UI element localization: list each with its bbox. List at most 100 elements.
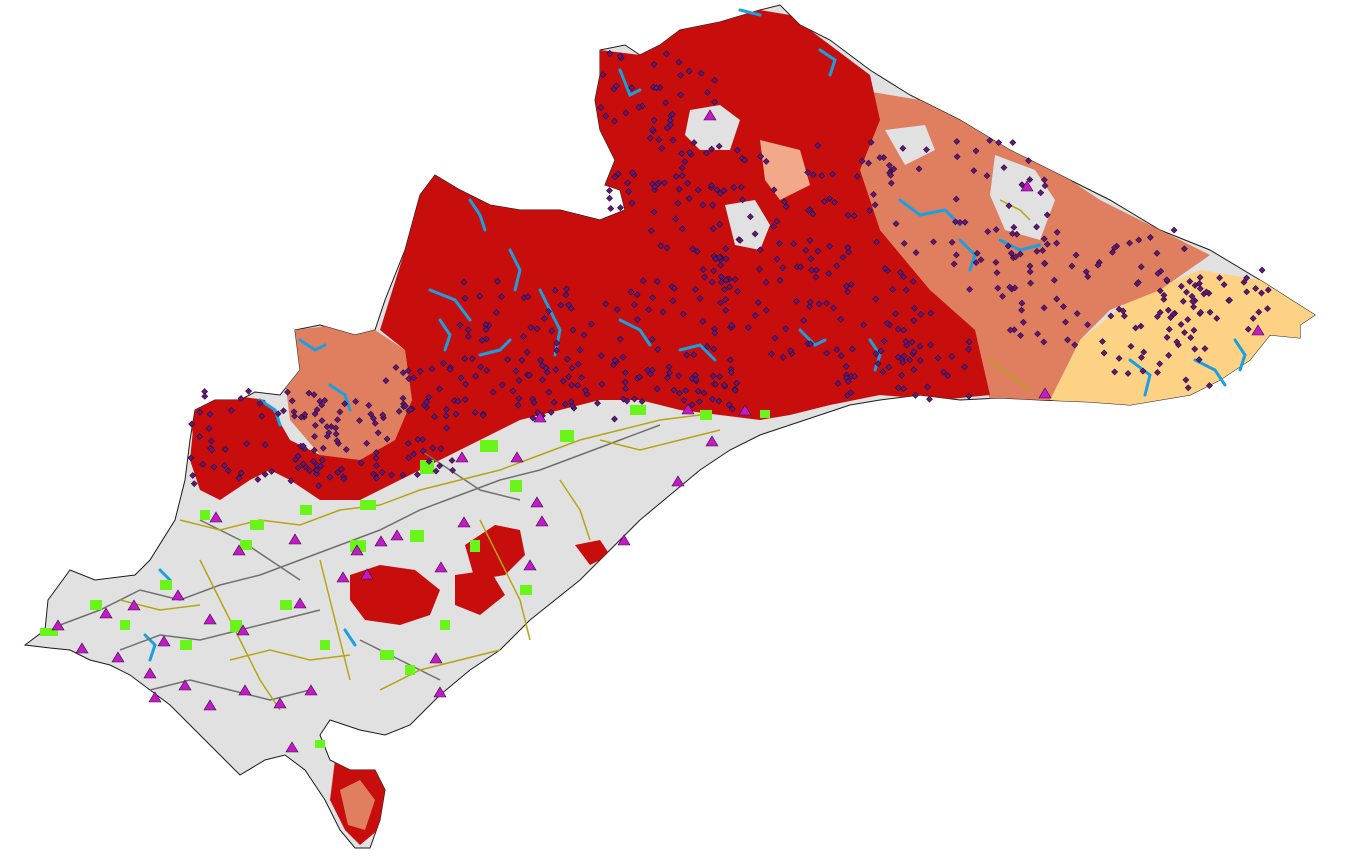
point-marker[interactable] bbox=[844, 211, 852, 219]
point-marker[interactable] bbox=[527, 323, 535, 331]
settlement-marker[interactable] bbox=[738, 404, 752, 416]
settlement-marker[interactable] bbox=[143, 667, 157, 679]
point-marker[interactable] bbox=[728, 405, 736, 413]
point-marker[interactable] bbox=[1179, 297, 1187, 305]
point-marker[interactable] bbox=[762, 306, 770, 314]
point-marker[interactable] bbox=[701, 273, 709, 281]
point-marker[interactable] bbox=[910, 366, 918, 374]
point-marker[interactable] bbox=[1062, 318, 1069, 326]
point-marker[interactable] bbox=[703, 343, 711, 351]
point-marker[interactable] bbox=[290, 408, 298, 416]
point-marker[interactable] bbox=[727, 369, 735, 376]
point-marker[interactable] bbox=[999, 292, 1006, 300]
point-marker[interactable] bbox=[208, 446, 216, 454]
point-marker[interactable] bbox=[872, 350, 880, 358]
point-marker[interactable] bbox=[622, 109, 630, 117]
point-marker[interactable] bbox=[489, 388, 497, 396]
settlement-marker[interactable] bbox=[203, 613, 217, 625]
point-marker[interactable] bbox=[609, 361, 617, 369]
point-marker[interactable] bbox=[326, 473, 334, 481]
point-marker[interactable] bbox=[306, 467, 314, 475]
point-marker[interactable] bbox=[912, 249, 920, 257]
point-marker[interactable] bbox=[966, 285, 974, 293]
point-marker[interactable] bbox=[187, 454, 195, 462]
point-marker[interactable] bbox=[894, 353, 902, 361]
point-marker[interactable] bbox=[948, 353, 956, 360]
point-marker[interactable] bbox=[948, 238, 956, 246]
point-marker[interactable] bbox=[651, 183, 659, 191]
point-marker[interactable] bbox=[1115, 354, 1123, 362]
point-marker[interactable] bbox=[757, 152, 765, 160]
point-marker[interactable] bbox=[995, 139, 1003, 147]
point-marker[interactable] bbox=[631, 395, 638, 403]
point-marker[interactable] bbox=[437, 445, 445, 453]
point-marker[interactable] bbox=[1132, 324, 1140, 332]
point-marker[interactable] bbox=[370, 414, 377, 422]
point-marker[interactable] bbox=[663, 244, 671, 252]
point-marker[interactable] bbox=[388, 471, 395, 479]
point-marker[interactable] bbox=[423, 398, 431, 406]
point-marker[interactable] bbox=[287, 477, 295, 485]
point-marker[interactable] bbox=[196, 433, 204, 440]
settlement-marker[interactable] bbox=[285, 741, 299, 753]
point-marker[interactable] bbox=[805, 207, 813, 214]
point-marker[interactable] bbox=[839, 253, 847, 261]
point-marker[interactable] bbox=[770, 223, 777, 231]
point-marker[interactable] bbox=[1160, 291, 1168, 299]
point-marker[interactable] bbox=[1009, 139, 1017, 146]
point-marker[interactable] bbox=[711, 329, 719, 337]
point-marker[interactable] bbox=[254, 476, 262, 483]
point-marker[interactable] bbox=[492, 309, 500, 316]
point-marker[interactable] bbox=[1146, 233, 1154, 241]
point-marker[interactable] bbox=[666, 369, 673, 377]
point-marker[interactable] bbox=[464, 326, 472, 334]
point-marker[interactable] bbox=[851, 373, 859, 380]
point-marker[interactable] bbox=[370, 470, 377, 478]
point-marker[interactable] bbox=[690, 351, 698, 359]
point-marker[interactable] bbox=[722, 296, 730, 303]
point-marker[interactable] bbox=[547, 408, 555, 416]
point-marker[interactable] bbox=[756, 246, 764, 254]
point-marker[interactable] bbox=[237, 469, 245, 477]
point-marker[interactable] bbox=[649, 125, 657, 133]
point-marker[interactable] bbox=[663, 50, 670, 58]
point-marker[interactable] bbox=[606, 49, 614, 57]
point-marker[interactable] bbox=[683, 351, 691, 359]
settlement-marker[interactable] bbox=[203, 699, 217, 711]
point-marker[interactable] bbox=[696, 398, 703, 406]
point-marker[interactable] bbox=[410, 374, 418, 382]
point-marker[interactable] bbox=[721, 286, 728, 293]
point-marker[interactable] bbox=[708, 181, 715, 189]
point-marker[interactable] bbox=[737, 183, 745, 191]
point-marker[interactable] bbox=[576, 346, 584, 354]
point-marker[interactable] bbox=[956, 219, 964, 226]
settlement-marker[interactable] bbox=[374, 535, 388, 547]
point-marker[interactable] bbox=[675, 58, 683, 66]
point-marker[interactable] bbox=[1197, 308, 1205, 316]
settlement-marker[interactable] bbox=[1020, 180, 1034, 192]
settlement-marker[interactable] bbox=[535, 515, 549, 527]
point-marker[interactable] bbox=[672, 173, 680, 180]
settlement-marker[interactable] bbox=[350, 544, 364, 556]
point-marker[interactable] bbox=[630, 301, 638, 309]
point-marker[interactable] bbox=[624, 179, 632, 187]
point-marker[interactable] bbox=[1064, 336, 1071, 344]
point-marker[interactable] bbox=[965, 345, 973, 353]
point-marker[interactable] bbox=[965, 392, 973, 400]
point-marker[interactable] bbox=[881, 265, 889, 272]
point-marker[interactable] bbox=[562, 291, 570, 299]
point-marker[interactable] bbox=[678, 164, 686, 172]
point-marker[interactable] bbox=[910, 317, 918, 325]
point-marker[interactable] bbox=[692, 375, 700, 383]
point-marker[interactable] bbox=[1053, 228, 1061, 236]
point-marker[interactable] bbox=[563, 355, 571, 363]
point-marker[interactable] bbox=[826, 242, 834, 250]
settlement-marker[interactable] bbox=[127, 599, 141, 611]
point-marker[interactable] bbox=[319, 444, 327, 452]
point-marker[interactable] bbox=[746, 213, 754, 221]
point-marker[interactable] bbox=[720, 381, 728, 389]
point-marker[interactable] bbox=[352, 398, 360, 405]
point-marker[interactable] bbox=[1154, 369, 1161, 376]
point-marker[interactable] bbox=[809, 210, 817, 218]
point-marker[interactable] bbox=[708, 145, 716, 153]
